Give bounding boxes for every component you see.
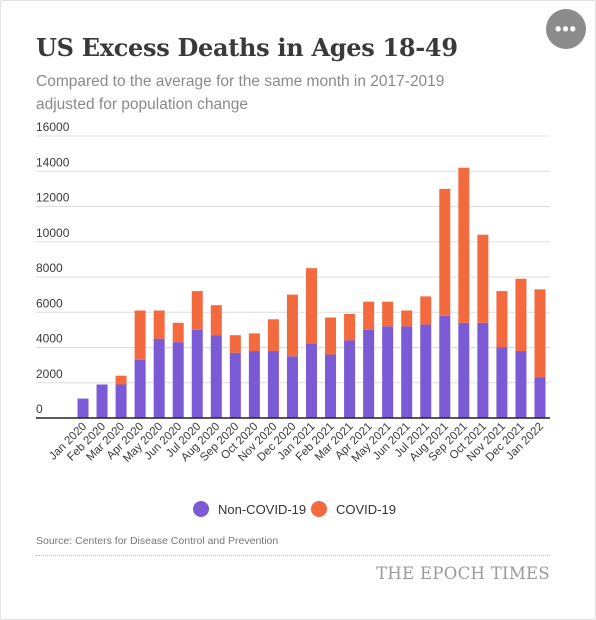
y-tick-label: 16000	[36, 120, 70, 134]
bar-covid[interactable]	[248, 333, 260, 352]
bar-covid[interactable]	[267, 319, 279, 352]
bar-covid[interactable]	[420, 296, 432, 325]
bar-covid[interactable]	[515, 278, 527, 352]
bar-non-covid[interactable]	[153, 338, 165, 418]
y-tick-label: 6000	[36, 296, 63, 310]
bar-covid[interactable]	[229, 335, 241, 353]
legend-swatch-non-covid	[193, 501, 209, 517]
bar-covid[interactable]	[439, 188, 451, 316]
bar-non-covid[interactable]	[344, 340, 356, 418]
footer-divider	[36, 555, 550, 556]
bar-non-covid[interactable]	[191, 329, 203, 418]
bar-non-covid[interactable]	[401, 326, 413, 418]
chart-title: US Excess Deaths in Ages 18-49	[36, 33, 458, 62]
bar-covid[interactable]	[401, 310, 413, 327]
stacked-bar-chart: 0 2000 4000 6000 8000 10000 12000 14000 16000 Ja…	[36, 120, 550, 465]
bar-non-covid[interactable]	[134, 359, 146, 418]
bar-covid[interactable]	[363, 301, 375, 330]
bar-covid[interactable]	[172, 322, 184, 343]
bar-non-covid[interactable]	[325, 354, 337, 418]
bar-non-covid[interactable]	[267, 351, 279, 418]
bar-covid[interactable]	[382, 301, 394, 327]
legend-swatch-covid	[311, 501, 327, 517]
bar-non-covid[interactable]	[77, 398, 89, 418]
y-tick-label: 0	[36, 402, 43, 416]
bar-covid[interactable]	[534, 289, 546, 378]
bar-non-covid[interactable]	[363, 329, 375, 418]
y-tick-label: 8000	[36, 261, 63, 275]
bar-covid[interactable]	[344, 314, 356, 341]
legend: Non-COVID-19 COVID-19	[0, 499, 596, 519]
bar-covid[interactable]	[286, 294, 298, 357]
brand-logo: THE EPOCH TIMES	[376, 564, 550, 583]
bar-non-covid[interactable]	[286, 356, 298, 418]
source-note: Source: Centers for Disease Control and …	[36, 535, 279, 547]
bar-non-covid[interactable]	[515, 351, 527, 418]
bar-non-covid[interactable]	[439, 315, 451, 418]
bar-covid[interactable]	[325, 317, 337, 355]
bar-covid[interactable]	[115, 375, 127, 385]
more-options-button[interactable]: •••	[546, 9, 586, 49]
bar-non-covid[interactable]	[382, 326, 394, 418]
bar-non-covid[interactable]	[115, 384, 127, 418]
bar-covid[interactable]	[210, 305, 222, 336]
bar-covid[interactable]	[496, 291, 508, 348]
bar-covid[interactable]	[477, 234, 489, 323]
more-horizontal-icon: •••	[555, 18, 577, 39]
bar-non-covid[interactable]	[306, 343, 317, 418]
bar-covid[interactable]	[191, 291, 203, 330]
bar-non-covid[interactable]	[229, 352, 241, 418]
bar-non-covid[interactable]	[458, 322, 470, 418]
chart-subtitle: Compared to the average for the same mon…	[36, 73, 445, 113]
bar-non-covid[interactable]	[496, 347, 508, 419]
legend-label-covid: COVID-19	[336, 501, 396, 517]
bar-covid[interactable]	[306, 268, 317, 344]
bar-non-covid[interactable]	[420, 324, 432, 418]
legend-item-non-covid[interactable]: Non-COVID-19	[193, 499, 306, 519]
y-tick-label: 12000	[36, 191, 70, 205]
y-axis-tick-labels: 0 2000 4000 6000 8000 10000 12000 14000 16000	[36, 120, 70, 416]
bar-covid[interactable]	[458, 167, 470, 323]
bar-non-covid[interactable]	[172, 342, 184, 418]
bar-non-covid[interactable]	[477, 322, 489, 418]
bars	[77, 167, 546, 419]
bar-covid[interactable]	[153, 310, 165, 339]
bar-non-covid[interactable]	[96, 384, 108, 418]
bar-covid[interactable]	[134, 310, 146, 360]
y-tick-label: 2000	[36, 367, 63, 381]
legend-label-non-covid: Non-COVID-19	[218, 501, 307, 517]
bar-non-covid[interactable]	[210, 335, 222, 418]
bar-non-covid[interactable]	[248, 351, 260, 418]
bar-non-covid[interactable]	[534, 377, 546, 418]
y-tick-label: 14000	[36, 155, 70, 169]
y-tick-label: 10000	[36, 226, 70, 240]
y-tick-label: 4000	[36, 332, 63, 346]
legend-item-covid[interactable]: COVID-19	[311, 499, 396, 519]
